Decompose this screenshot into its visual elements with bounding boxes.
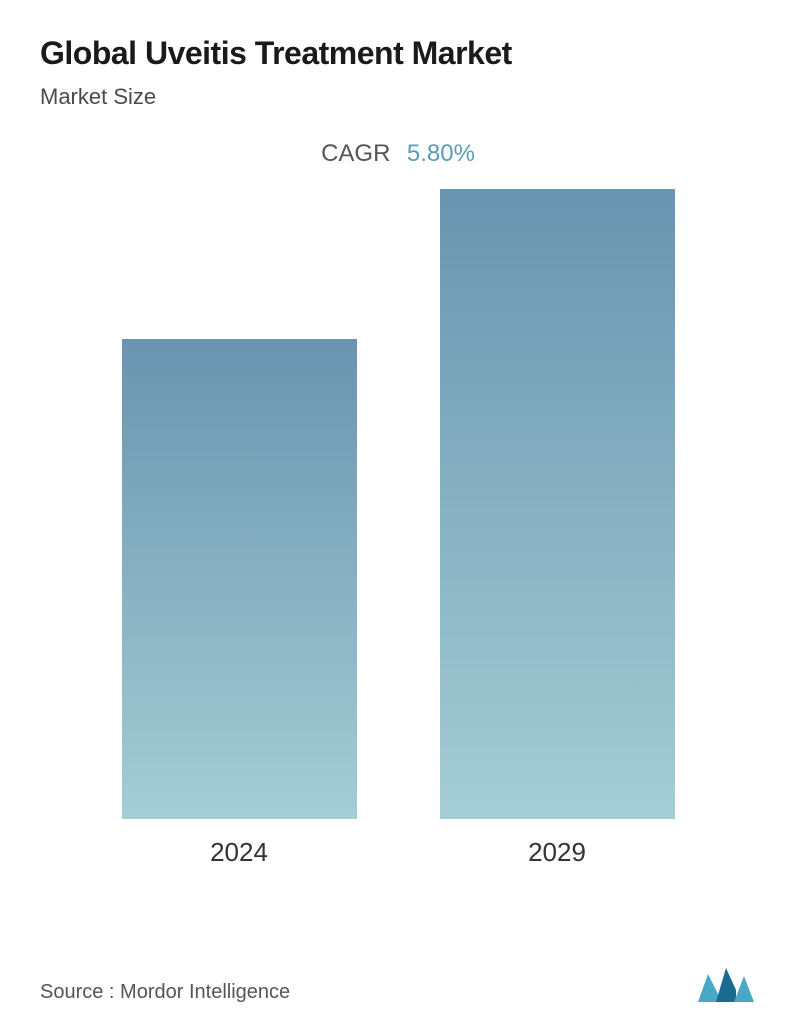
page-title: Global Uveitis Treatment Market (40, 35, 756, 72)
bar-group-2029: 2029 (440, 189, 675, 868)
bar-group-2024: 2024 (122, 339, 357, 868)
page-subtitle: Market Size (40, 84, 756, 110)
bar-2024 (122, 339, 357, 819)
cagr-label: CAGR (321, 140, 390, 167)
source-text: Source : Mordor Intelligence (40, 981, 290, 1004)
x-label-2029: 2029 (528, 837, 586, 868)
cagr-value: 5.80% (407, 140, 475, 167)
cagr-row: CAGR 5.80% (40, 140, 756, 168)
source-label: Source : (40, 981, 114, 1003)
logo-icon (696, 964, 756, 1004)
footer: Source : Mordor Intelligence (40, 964, 756, 1004)
bar-2029 (440, 189, 675, 819)
x-label-2024: 2024 (210, 837, 268, 868)
bar-chart: 2024 2029 (40, 218, 756, 868)
source-name: Mordor Intelligence (120, 981, 290, 1003)
